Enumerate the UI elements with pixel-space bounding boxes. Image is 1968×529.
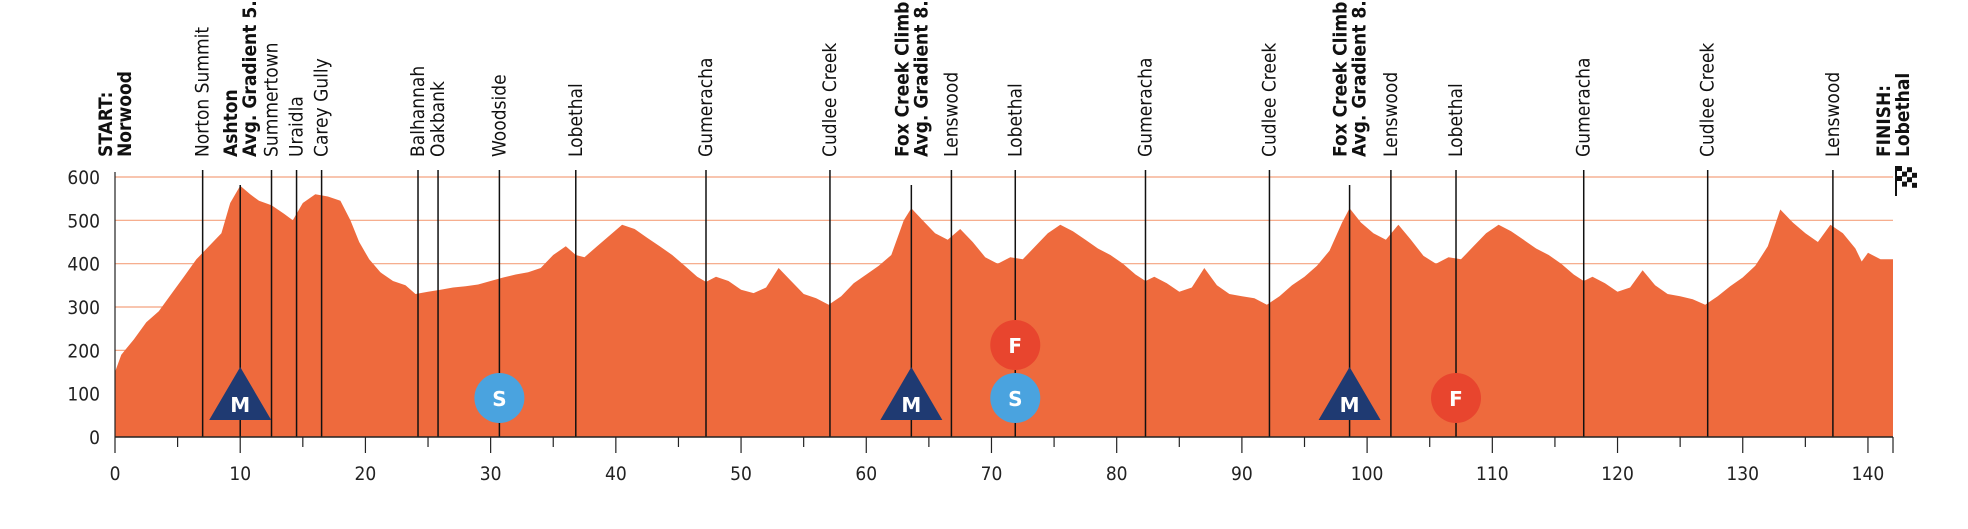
place-label: Fox Creek ClimbAvg. Gradient 8.8% <box>1330 0 1371 157</box>
x-tick-label: 110 <box>1476 463 1509 485</box>
place-label: Uraidla <box>286 96 308 157</box>
x-tick-label: 50 <box>730 463 752 485</box>
place-marker-layer: START:Norwood Norton Summit AshtonAvg. Gra… <box>95 0 1914 437</box>
place-label: Lenswood <box>1380 72 1402 157</box>
mountain-badge: M <box>1318 367 1381 420</box>
place-label: Cudlee Creek <box>1258 43 1280 157</box>
mountain-icon <box>1318 367 1381 420</box>
x-tick-label: 130 <box>1726 463 1759 485</box>
finish-icon <box>1431 373 1482 423</box>
mountain-badge: M <box>880 367 943 420</box>
place-label: AshtonAvg. Gradient 5.0% <box>220 0 261 157</box>
x-tick-label: 20 <box>355 463 377 485</box>
place-label: Norton Summit <box>192 27 214 157</box>
sprint-icon <box>990 373 1041 423</box>
x-tick-label: 10 <box>229 463 251 485</box>
flag-square <box>1897 176 1902 181</box>
place-label: Summertown <box>261 42 283 157</box>
badge-text: M <box>901 393 921 417</box>
x-tick-label: 80 <box>1106 463 1128 485</box>
finish-icon <box>990 320 1041 370</box>
place-label: Gumeracha <box>695 58 717 157</box>
sprint-badge: S <box>990 373 1041 423</box>
place-label: Cudlee Creek <box>819 43 841 157</box>
badge-text: M <box>1340 393 1360 417</box>
y-tick-label: 400 <box>67 254 100 276</box>
place-label: Lobethal <box>1004 83 1026 157</box>
sprint-icon <box>474 373 525 423</box>
flag-square <box>1912 172 1917 178</box>
x-tick-label: 30 <box>480 463 502 485</box>
badge-text: F <box>1449 387 1463 411</box>
place-label: Oakbank <box>427 81 449 157</box>
flag-square <box>1902 181 1907 187</box>
y-tick-label: 200 <box>67 340 100 362</box>
y-tick-label: 500 <box>67 210 100 232</box>
x-tick-label: 70 <box>981 463 1003 485</box>
y-tick-label: 300 <box>67 297 100 319</box>
x-tick-label: 120 <box>1601 463 1634 485</box>
place-label: Fox Creek ClimbAvg. Gradient 8.8% <box>891 0 932 157</box>
place-label: Gumeracha <box>1134 58 1156 157</box>
place-label: FINISH:Lobethal <box>1873 73 1914 157</box>
flag-square <box>1907 167 1912 173</box>
badge-layer: M S M F S M F <box>209 320 1482 423</box>
mountain-icon <box>209 367 272 420</box>
y-tick-label: 600 <box>67 167 100 189</box>
x-tick-label: 0 <box>110 463 121 485</box>
finish-badge: F <box>990 320 1041 370</box>
place-label: Lenswood <box>940 72 962 157</box>
place-label: Lobethal <box>1445 83 1467 157</box>
badge-text: F <box>1008 334 1022 358</box>
flag-square <box>1897 166 1902 171</box>
flag-square <box>1902 171 1907 177</box>
place-label: Cudlee Creek <box>1697 43 1719 157</box>
place-label: START:Norwood <box>95 71 136 157</box>
x-tick-label: 90 <box>1231 463 1253 485</box>
sprint-badge: S <box>474 373 525 423</box>
place-label: Gumeracha <box>1573 58 1595 157</box>
place-label: Carey Gully <box>311 58 333 157</box>
y-tick-label: 100 <box>67 384 100 406</box>
finish-flag <box>1895 166 1917 196</box>
place-label: Lobethal <box>565 83 587 157</box>
x-tick-label: 140 <box>1852 463 1885 485</box>
x-tick-label: 40 <box>605 463 627 485</box>
place-label: Lenswood <box>1822 72 1844 157</box>
x-tick-label: 100 <box>1351 463 1384 485</box>
badge-text: S <box>1008 387 1022 411</box>
flag-square <box>1912 182 1917 188</box>
badge-text: M <box>230 393 250 417</box>
place-label: Balhannah <box>407 66 429 157</box>
badge-text: S <box>492 387 506 411</box>
flag-square <box>1907 177 1912 183</box>
mountain-icon <box>880 367 943 420</box>
finish-badge: F <box>1431 373 1482 423</box>
y-tick-label: 0 <box>89 427 100 449</box>
place-label: Woodside <box>488 74 510 157</box>
x-tick-label: 60 <box>855 463 877 485</box>
mountain-badge: M <box>209 367 272 420</box>
axis-layer: 0 100 200 300 400 500 600 0 10 20 30 40 50 60 70 80 90 10… <box>67 167 1894 485</box>
